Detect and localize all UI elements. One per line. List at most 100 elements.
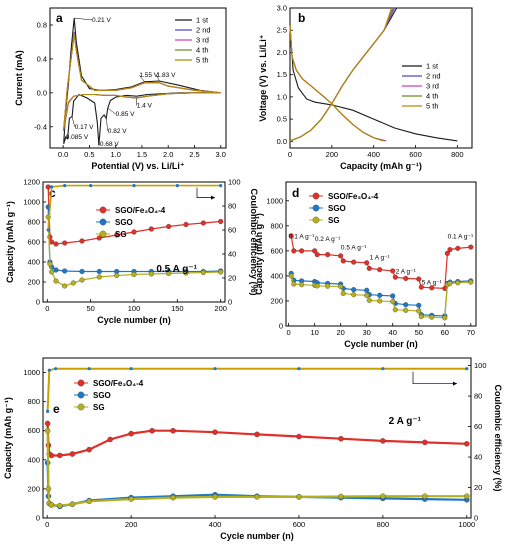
coulombic-efficiency-point [50, 185, 54, 189]
legend-label: 4 th [426, 92, 439, 101]
ce-axis-arrow [196, 187, 215, 198]
legend-marker [77, 379, 85, 387]
capacity-point [53, 267, 59, 273]
capacity-point [49, 269, 55, 275]
x-tick-label: 400 [209, 520, 222, 529]
rate-point [444, 250, 450, 256]
y-tick-label: 0 [279, 322, 283, 331]
capacity-point [166, 270, 172, 277]
rate-point [392, 307, 398, 313]
capacity-point [62, 283, 68, 289]
rate-point [351, 259, 357, 265]
annotation-label: 0.17 V [75, 124, 94, 131]
capacity-point [45, 184, 51, 190]
x-axis-label: Capacity (mAh g⁻¹) [340, 161, 422, 171]
rate-label: 2 A g⁻¹ [396, 268, 417, 275]
rate-point [403, 307, 409, 313]
discharge-line [289, 25, 384, 142]
y-tick-label: 1200 [23, 178, 40, 187]
charge-line [289, 7, 393, 142]
x-tick-label: 50 [415, 328, 423, 337]
capacity-point [170, 427, 176, 434]
capacity-point [296, 433, 302, 440]
annotation-pointer [98, 143, 101, 146]
capacity-point [114, 232, 120, 238]
annotation-pointer [65, 136, 68, 139]
capacity-point [53, 241, 59, 247]
capacity-point [96, 274, 102, 280]
legend-label: 5 th [196, 56, 209, 65]
coulombic-efficiency-point [63, 184, 67, 188]
annotation-label: 1.4 V [137, 103, 153, 110]
x-tick-label: 40 [389, 328, 397, 337]
cv-line [63, 18, 221, 146]
legend-label: SGO [93, 391, 111, 400]
rate-point [288, 233, 294, 239]
rate-point [377, 292, 383, 298]
capacity-point [96, 235, 102, 241]
y-axis-label: Voltage (V) vs. Li/Li⁺ [258, 34, 268, 121]
legend-label: 4 th [196, 46, 209, 55]
current-density-label: 0.5 A g⁻¹ [156, 264, 197, 275]
legend-marker [99, 206, 107, 214]
capacity-point [218, 218, 224, 225]
rate-label: 5 A g⁻¹ [422, 280, 443, 287]
rate-point [351, 292, 357, 298]
x-axis-label: Cycle number (n) [220, 531, 294, 541]
coulombic-efficiency-point [129, 367, 133, 371]
x-tick-label: 3.0 [216, 150, 226, 159]
annotation-label: 0.85 V [116, 111, 135, 118]
capacity-point [48, 502, 55, 508]
y-axis-label: Capacity (mAh g⁻¹) [5, 201, 15, 283]
legend-label: 1 st [196, 16, 209, 25]
coulombic-efficiency-point [465, 367, 469, 371]
x-tick-label: 70 [467, 328, 475, 337]
x-tick-label: 0 [45, 520, 49, 529]
annotation-pointer [71, 116, 75, 127]
rate-label: 0.1 A g⁻¹ [289, 233, 315, 240]
capacity-point [464, 441, 470, 447]
rate-point [416, 302, 422, 308]
capacity-line [47, 186, 221, 245]
capacity-point [49, 239, 55, 245]
y2-tick-label: 80 [474, 392, 482, 401]
discharge-line [289, 25, 385, 142]
x-tick-label: 30 [363, 328, 371, 337]
capacity-point [212, 429, 218, 435]
rate-point [299, 282, 305, 288]
capacity-point [254, 494, 260, 500]
capacity-point [131, 229, 137, 235]
rate-point [418, 284, 424, 290]
capacity-point [422, 439, 428, 446]
capacity-point [183, 270, 189, 276]
coulombic-efficiency-point [297, 367, 301, 371]
coulombic-efficiency-point [213, 367, 217, 371]
y2-tick-label: 60 [474, 422, 482, 431]
coulombic-efficiency-point [175, 184, 179, 188]
rate-point [338, 284, 344, 290]
y-tick-label: 1.0 [277, 92, 287, 101]
capacity-point [70, 280, 76, 286]
ce-axis-arrow [412, 371, 457, 385]
capacity-point [128, 430, 134, 437]
x-tick-label: 400 [367, 150, 380, 159]
capacity-point [53, 278, 59, 284]
plot-frame [42, 357, 472, 519]
legend-label: 5 th [426, 102, 439, 111]
legend-label: 3 rd [426, 82, 439, 91]
charge-line [289, 7, 398, 142]
legend-label: SGO/Fe₃O₄-4 [93, 379, 144, 388]
rate-label: 0.1 A g⁻¹ [448, 233, 474, 240]
rate-point [291, 248, 297, 254]
y-tick-label: 800 [270, 221, 283, 230]
rate-point [351, 287, 357, 293]
y-tick-label: 400 [27, 258, 40, 267]
y-tick-label: 200 [27, 484, 40, 493]
rate-point [364, 287, 370, 293]
x-tick-label: 50 [86, 304, 94, 313]
legend-marker [312, 216, 320, 224]
panel-a: 0.0 0.5 1.0 1.5 2.0 2.5 3.0 -0.4 0.0 0.4 0.8 Potent… [14, 7, 227, 171]
capacity-point [86, 498, 92, 505]
